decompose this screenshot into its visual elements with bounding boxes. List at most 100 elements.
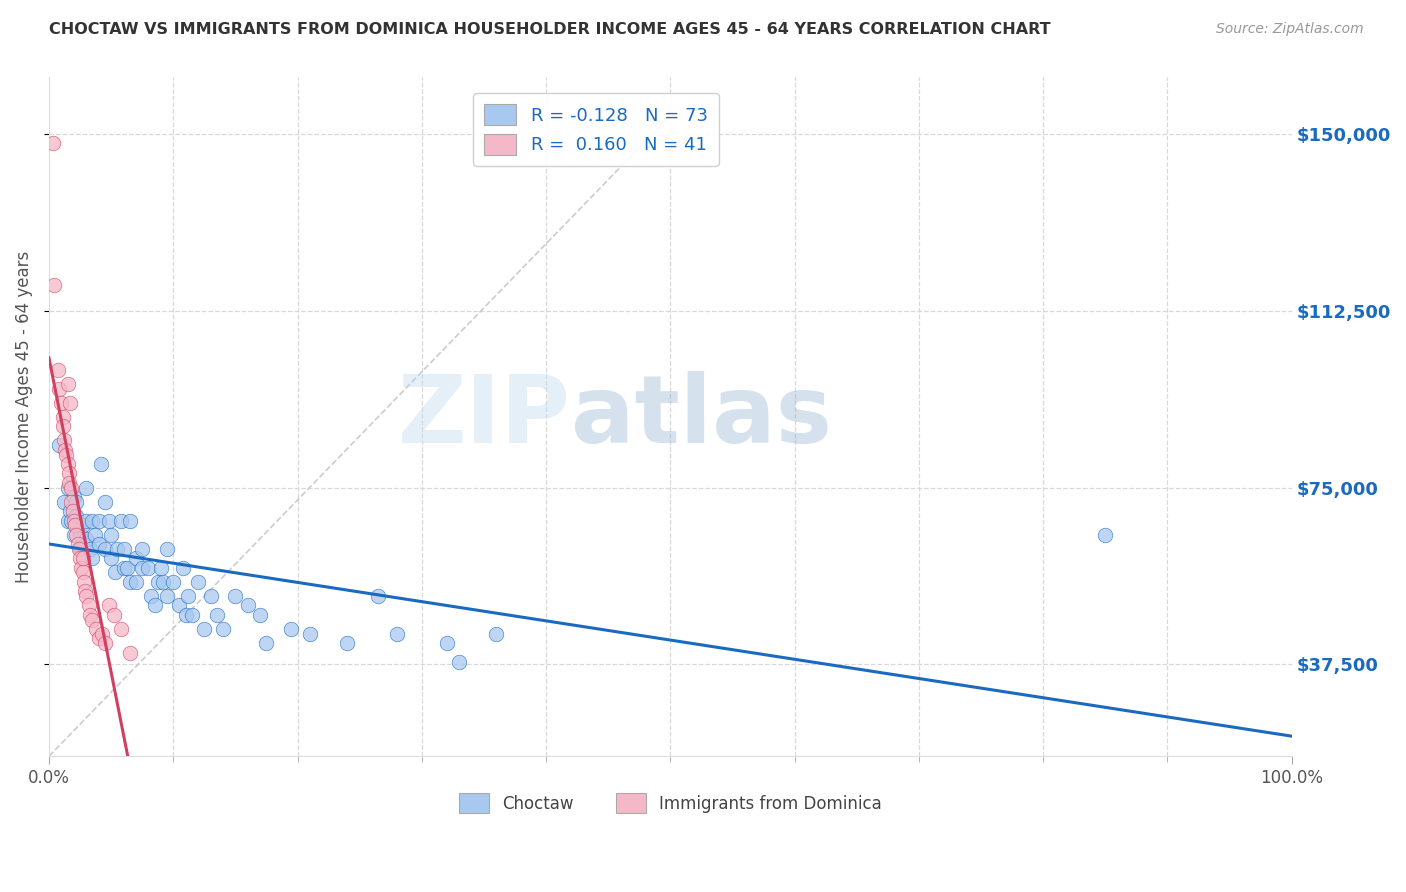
Point xyxy=(82,613,104,627)
Point xyxy=(51,395,73,409)
Point xyxy=(75,514,97,528)
Point xyxy=(82,551,104,566)
Point xyxy=(97,599,120,613)
Point xyxy=(75,533,97,547)
Point xyxy=(117,560,139,574)
Point xyxy=(60,494,83,508)
Point xyxy=(367,589,389,603)
Point xyxy=(56,457,79,471)
Point xyxy=(87,632,110,646)
Point xyxy=(298,626,321,640)
Point xyxy=(70,560,93,574)
Point xyxy=(118,514,141,528)
Point xyxy=(65,508,87,523)
Point xyxy=(125,551,148,566)
Point xyxy=(236,599,259,613)
Point xyxy=(48,438,70,452)
Point xyxy=(69,541,91,556)
Point xyxy=(200,589,222,603)
Point xyxy=(103,607,125,622)
Point xyxy=(112,560,135,574)
Point xyxy=(105,541,128,556)
Point xyxy=(58,475,80,490)
Point xyxy=(72,566,94,580)
Point xyxy=(336,636,359,650)
Point xyxy=(66,537,89,551)
Point xyxy=(212,622,235,636)
Point xyxy=(63,518,86,533)
Point xyxy=(63,514,86,528)
Point xyxy=(162,574,184,589)
Point xyxy=(138,560,160,574)
Point xyxy=(84,527,107,541)
Point xyxy=(87,514,110,528)
Point xyxy=(131,541,153,556)
Point xyxy=(205,607,228,622)
Point xyxy=(72,551,94,566)
Point xyxy=(56,376,79,391)
Point xyxy=(59,504,82,518)
Point xyxy=(94,494,117,508)
Point xyxy=(436,636,458,650)
Point xyxy=(131,560,153,574)
Point xyxy=(224,589,246,603)
Point xyxy=(110,622,132,636)
Point xyxy=(87,537,110,551)
Point xyxy=(174,607,197,622)
Point xyxy=(152,574,174,589)
Point xyxy=(156,589,179,603)
Point xyxy=(449,655,471,669)
Point xyxy=(73,574,96,589)
Point xyxy=(256,636,278,650)
Point xyxy=(1094,527,1116,541)
Point xyxy=(84,622,107,636)
Point xyxy=(177,589,200,603)
Y-axis label: Householder Income Ages 45 - 64 years: Householder Income Ages 45 - 64 years xyxy=(15,251,32,583)
Point xyxy=(73,537,96,551)
Point xyxy=(118,646,141,660)
Point xyxy=(65,527,87,541)
Point xyxy=(94,636,117,650)
Point xyxy=(52,409,75,424)
Point xyxy=(58,467,80,481)
Point xyxy=(82,514,104,528)
Point xyxy=(249,607,271,622)
Point xyxy=(69,527,91,541)
Point xyxy=(143,599,166,613)
Point xyxy=(65,494,87,508)
Point xyxy=(55,448,77,462)
Point xyxy=(41,136,63,151)
Point xyxy=(52,419,75,434)
Point xyxy=(172,560,194,574)
Point xyxy=(385,626,408,640)
Point xyxy=(97,514,120,528)
Point xyxy=(73,584,96,599)
Point xyxy=(63,527,86,541)
Point xyxy=(148,574,170,589)
Point xyxy=(42,277,65,292)
Point xyxy=(90,457,112,471)
Point xyxy=(79,607,101,622)
Point xyxy=(52,494,75,508)
Point xyxy=(56,514,79,528)
Point xyxy=(91,626,114,640)
Point xyxy=(59,395,82,409)
Point xyxy=(112,541,135,556)
Text: CHOCTAW VS IMMIGRANTS FROM DOMINICA HOUSEHOLDER INCOME AGES 45 - 64 YEARS CORREL: CHOCTAW VS IMMIGRANTS FROM DOMINICA HOUS… xyxy=(49,22,1050,37)
Point xyxy=(60,514,83,528)
Point xyxy=(180,607,202,622)
Point xyxy=(46,362,69,376)
Point xyxy=(53,442,76,457)
Point xyxy=(77,599,100,613)
Point xyxy=(79,541,101,556)
Point xyxy=(485,626,508,640)
Text: atlas: atlas xyxy=(571,371,832,463)
Point xyxy=(75,589,97,603)
Point xyxy=(193,622,215,636)
Point xyxy=(187,574,209,589)
Point xyxy=(110,514,132,528)
Point xyxy=(63,490,86,504)
Point xyxy=(100,551,122,566)
Point xyxy=(60,481,83,495)
Point xyxy=(69,551,91,566)
